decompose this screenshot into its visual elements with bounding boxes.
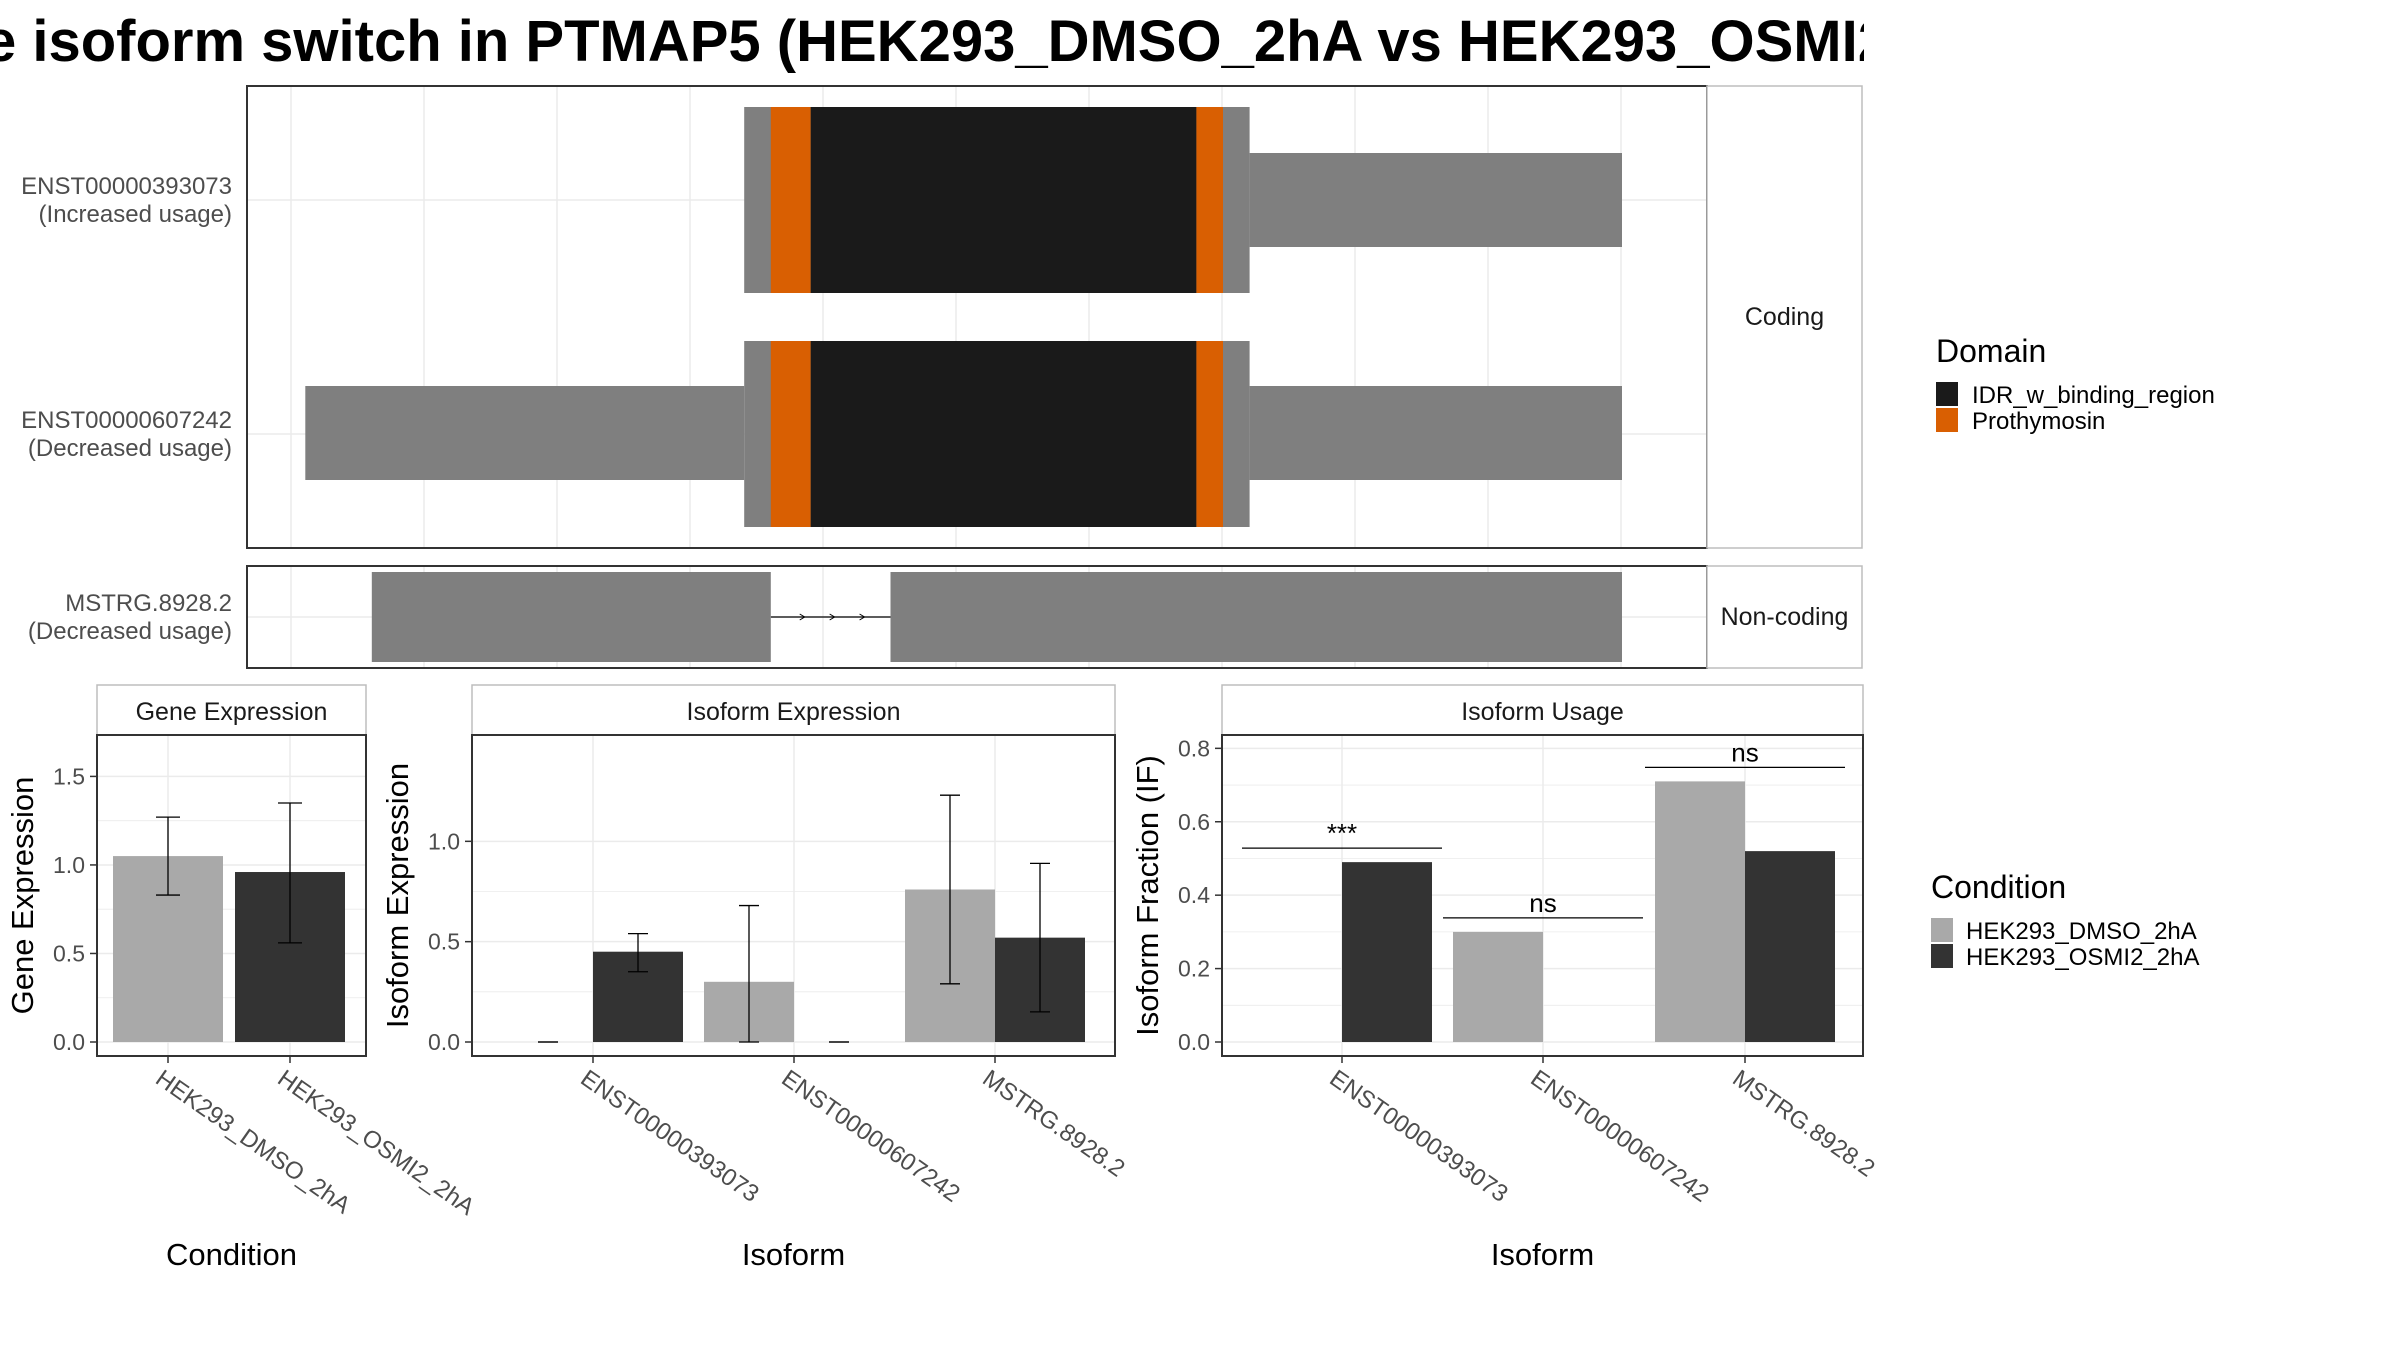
condition-legend-title: Condition: [1931, 869, 2066, 905]
x-tick-label: MSTRG.8928.2: [1728, 1065, 1880, 1183]
y-tick-label: 0.8: [1178, 735, 1210, 761]
intron-arrow: [829, 613, 836, 621]
facet-strip-label: Gene Expression: [136, 698, 328, 726]
y-tick-label: 0.0: [428, 1029, 460, 1055]
exon-block: [305, 386, 745, 480]
y-tick-label: 1.0: [428, 828, 460, 854]
y-axis-title: Isoform Fraction (IF): [1130, 755, 1165, 1036]
intron-arrow: [859, 613, 866, 621]
domain-block: [810, 341, 1197, 527]
condition-legend-swatch: [1931, 944, 1953, 968]
y-axis-title: Gene Expression: [5, 777, 40, 1015]
y-tick-label: 0.4: [1178, 882, 1210, 908]
y-tick-label: 0.5: [53, 940, 85, 966]
condition-legend-label: HEK293_OSMI2_2hA: [1966, 944, 2199, 971]
plot-panel-border: [96, 734, 367, 1057]
x-tick-label: ENST00000607242: [1526, 1065, 1714, 1208]
bar: [1745, 851, 1835, 1042]
domain-legend-swatch: [1936, 408, 1958, 432]
isoform-label: ENST00000393073: [21, 173, 232, 200]
facet-strip-label: Isoform Expression: [687, 698, 901, 726]
condition-legend-swatch: [1931, 918, 1953, 942]
bar: [1453, 931, 1543, 1042]
x-axis-title: Isoform: [742, 1237, 845, 1272]
facet-strip: [96, 684, 367, 736]
domain-legend-title: Domain: [1936, 333, 2046, 369]
isoform-status-label: (Increased usage): [39, 201, 232, 228]
y-tick-label: 1.0: [53, 852, 85, 878]
domain-block: [1196, 107, 1223, 293]
domain-legend-label: Prothymosin: [1972, 408, 2105, 435]
isoform-label: ENST00000607242: [21, 407, 232, 434]
domain-legend-label: IDR_w_binding_region: [1972, 382, 2215, 409]
y-tick-label: 0.6: [1178, 809, 1210, 835]
intron-arrow: [799, 613, 806, 621]
structure-strip-label: Coding: [1745, 303, 1824, 331]
x-tick-label: HEK293_DMSO_2hA: [151, 1065, 356, 1219]
figure-title: e isoform switch in PTMAP5 (HEK293_DMSO_…: [0, 9, 1864, 74]
structure-strip: [1706, 85, 1863, 549]
x-tick-label: ENST00000393073: [1325, 1065, 1513, 1208]
y-tick-label: 0.0: [53, 1029, 85, 1055]
significance-label: ***: [1327, 818, 1357, 848]
condition-legend-label: HEK293_DMSO_2hA: [1966, 918, 2197, 945]
structure-strip-label: Non-coding: [1721, 603, 1849, 631]
bar: [1342, 862, 1432, 1042]
domain-block: [770, 107, 811, 293]
domain-block: [770, 341, 811, 527]
isoform-label: MSTRG.8928.2: [65, 590, 232, 617]
domain-block: [810, 107, 1197, 293]
exon-block: [890, 572, 1622, 662]
isoform-status-label: (Decreased usage): [28, 435, 232, 462]
exon-block: [1249, 153, 1622, 247]
significance-label: ns: [1731, 737, 1758, 767]
y-tick-label: 0.0: [1178, 1029, 1210, 1055]
y-tick-label: 1.5: [53, 763, 85, 789]
bar: [1655, 781, 1745, 1042]
facet-strip-label: Isoform Usage: [1461, 698, 1624, 726]
y-tick-label: 0.5: [428, 929, 460, 955]
x-tick-label: ENST00000393073: [576, 1065, 764, 1208]
exon-block: [371, 572, 771, 662]
exon-block: [1249, 386, 1622, 480]
domain-block: [1196, 341, 1223, 527]
y-axis-title: Isoform Expression: [380, 763, 415, 1028]
x-tick-label: ENST00000607242: [777, 1065, 965, 1208]
structure-strip: [1706, 565, 1863, 669]
y-tick-label: 0.2: [1178, 956, 1210, 982]
facet-strip: [471, 684, 1116, 736]
isoform-status-label: (Decreased usage): [28, 618, 232, 645]
x-axis-title: Isoform: [1491, 1237, 1594, 1272]
significance-label: ns: [1529, 888, 1556, 918]
x-tick-label: HEK293_OSMI2_2hA: [273, 1065, 480, 1221]
domain-legend-swatch: [1936, 382, 1958, 406]
x-tick-label: MSTRG.8928.2: [978, 1065, 1130, 1183]
x-axis-title: Condition: [166, 1237, 297, 1272]
